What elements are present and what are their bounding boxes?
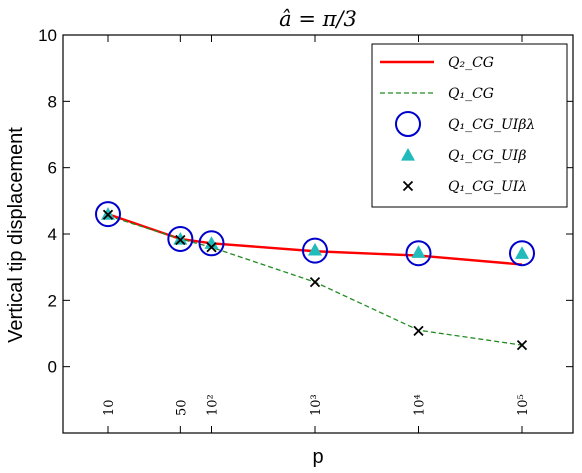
series-marker-triangle	[173, 231, 188, 245]
x-tick-label: 10⁴	[413, 394, 428, 416]
series-marker-circle	[405, 240, 432, 267]
x-axis-label: p	[312, 446, 323, 468]
y-tick-label: 6	[48, 159, 57, 178]
series-marker-x	[309, 276, 321, 288]
series-marker-x	[175, 234, 186, 246]
legend-swatch-triangle	[401, 148, 415, 161]
legend-label: Q₁_CG_UIβλ	[448, 117, 535, 133]
legend-label: Q₂_CG	[448, 55, 494, 71]
series-marker-triangle	[411, 245, 426, 258]
series-marker-x	[413, 325, 424, 336]
series-marker-triangle	[204, 236, 219, 249]
legend-label: Q₁_CG_UIβ	[448, 148, 526, 164]
legend-label: Q₁_CG	[448, 86, 494, 102]
y-tick-label: 0	[48, 358, 57, 377]
x-tick-label: 10⁵	[516, 394, 531, 416]
series-marker-x	[516, 339, 528, 351]
series-marker-circle	[95, 201, 121, 228]
series-marker-circle	[198, 230, 225, 257]
series-marker-circle	[509, 240, 535, 267]
x-tick-label: 50	[174, 399, 189, 416]
series-marker-triangle	[308, 242, 322, 256]
series-marker-triangle	[101, 207, 115, 220]
x-tick-label: 10²	[206, 394, 221, 416]
legend-swatch-x	[402, 180, 414, 192]
y-tick-label: 2	[48, 291, 57, 310]
legend: Q₂_CG Q₁_CG Q₁_CG_UIβλ Q₁_CG_UIβ Q₁_CG_UIλ	[371, 43, 568, 208]
series-marker-circle	[167, 225, 194, 252]
chart-title: â = π/3	[279, 7, 357, 31]
y-axis-label: Vertical tip displacement	[5, 127, 27, 343]
legend-label: Q₁_CG_UIλ	[448, 179, 527, 195]
legend-box	[371, 43, 568, 208]
plot-frame	[62, 34, 574, 434]
series-marker-x	[102, 209, 114, 220]
y-tick-label: 10	[38, 26, 57, 45]
y-tick-label: 4	[48, 225, 57, 244]
series-marker-triangle	[515, 246, 529, 259]
legend-swatch-circle	[395, 111, 421, 137]
series-line-1	[107, 215, 523, 346]
x-tick-label: 10	[102, 399, 117, 416]
x-tick-label: 10³	[309, 394, 324, 416]
series-marker-x	[206, 242, 217, 253]
plot-area: 0 2 4 6 8 10 10 50 10² 10³ 10⁴ 10⁵	[38, 26, 573, 433]
y-tick-label: 8	[48, 92, 57, 111]
series-marker-circle	[302, 237, 328, 264]
